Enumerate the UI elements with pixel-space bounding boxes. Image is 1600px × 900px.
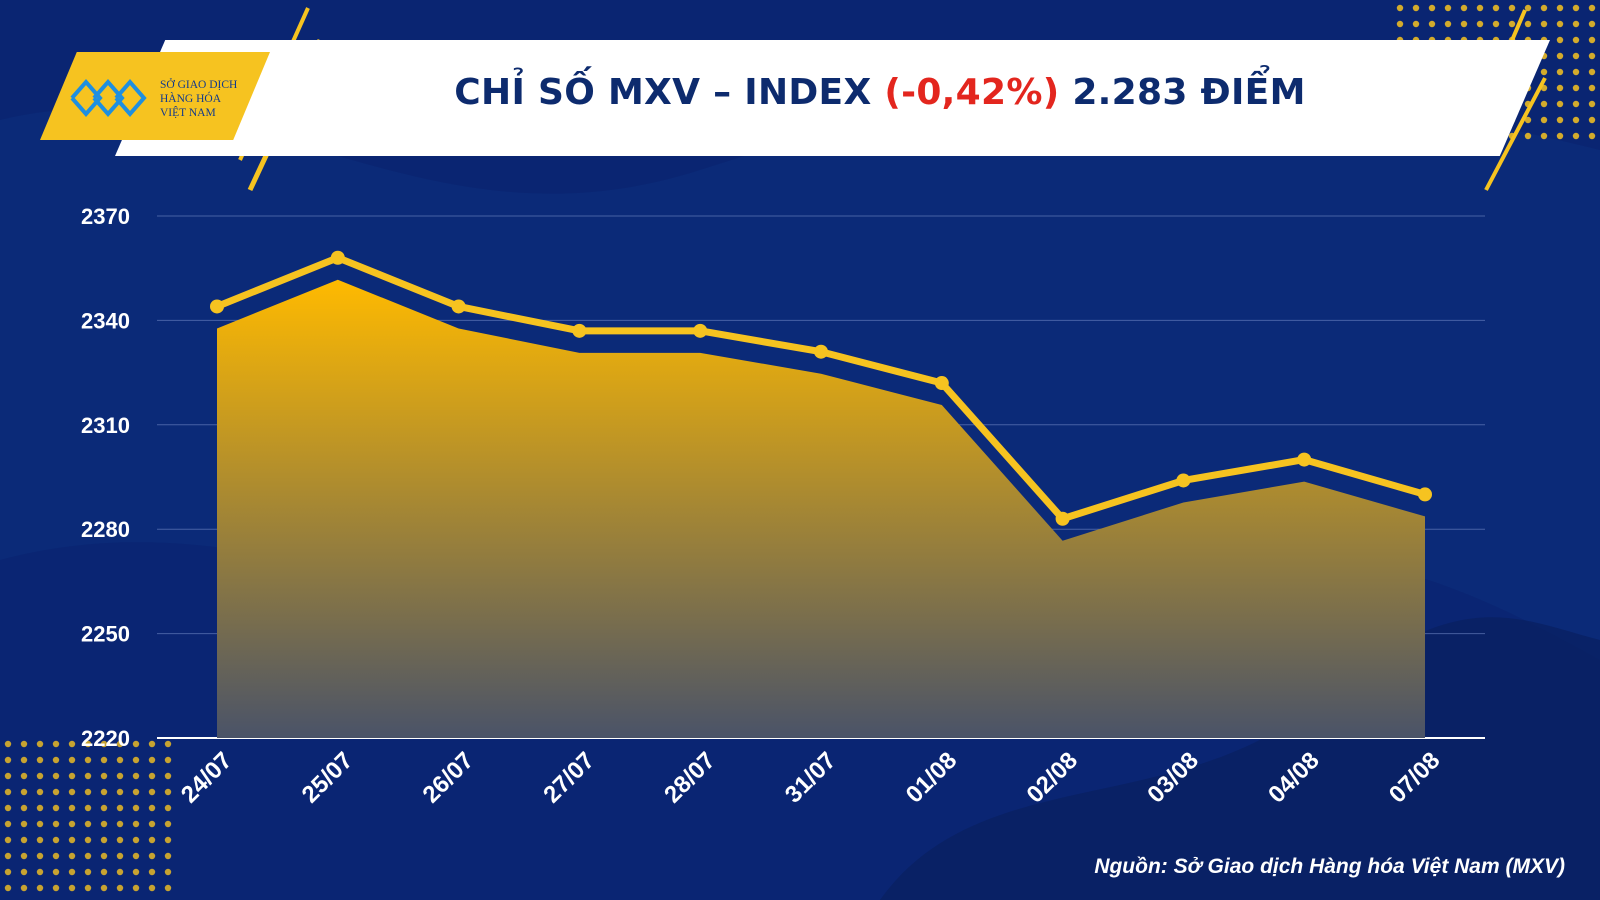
y-tick-label: 2370	[81, 204, 130, 229]
source-note: Nguồn: Sở Giao dịch Hàng hóa Việt Nam (M…	[1094, 855, 1565, 878]
data-point	[814, 344, 828, 359]
y-tick-label: 2340	[81, 308, 130, 333]
data-point	[693, 323, 708, 338]
data-point	[210, 299, 224, 314]
title-change: (-0,42%)	[884, 72, 1060, 113]
logo-line-2: HÀNG HÓA	[160, 93, 222, 105]
logo-plate	[40, 52, 270, 140]
chart-title: CHỈ SỐ MXV – INDEX (-0,42%) 2.283 ĐIỂM	[330, 72, 1430, 113]
mxv-logo-icon	[70, 78, 147, 118]
x-tick-label: 03/08	[1142, 747, 1204, 809]
x-tick-label: 31/07	[780, 747, 842, 809]
x-tick-label: 04/08	[1263, 747, 1325, 809]
x-tick-label: 07/08	[1384, 747, 1446, 809]
data-point	[451, 299, 466, 314]
x-tick-label: 24/07	[176, 747, 238, 809]
x-tick-label: 28/07	[659, 747, 721, 809]
y-tick-label: 2250	[81, 622, 130, 647]
title-main: CHỈ SỐ MXV – INDEX	[454, 72, 885, 113]
logo-text: SỞ GIAO DỊCH HÀNG HÓA VIỆT NAM	[160, 78, 280, 120]
data-point	[1418, 487, 1432, 502]
x-tick-label: 27/07	[538, 747, 600, 809]
data-point	[1176, 473, 1191, 488]
logo-line-1: SỞ GIAO DỊCH	[160, 79, 238, 91]
x-tick-label: 26/07	[418, 747, 480, 809]
x-tick-label: 25/07	[297, 747, 359, 809]
data-point	[1297, 452, 1312, 467]
title-banner	[115, 40, 1550, 156]
logo-line-3: VIỆT NAM	[160, 107, 216, 119]
data-point	[330, 250, 345, 265]
series-area	[217, 279, 1425, 738]
y-tick-label: 2310	[81, 413, 130, 438]
data-point	[1055, 511, 1070, 526]
x-tick-label: 02/08	[1022, 747, 1084, 809]
x-tick-label: 01/08	[901, 747, 963, 809]
data-point	[572, 323, 587, 338]
y-tick-label: 2280	[81, 517, 130, 542]
title-value: 2.283 ĐIỂM	[1059, 72, 1306, 113]
data-point	[934, 376, 949, 391]
y-tick-label: 2220	[81, 726, 130, 751]
